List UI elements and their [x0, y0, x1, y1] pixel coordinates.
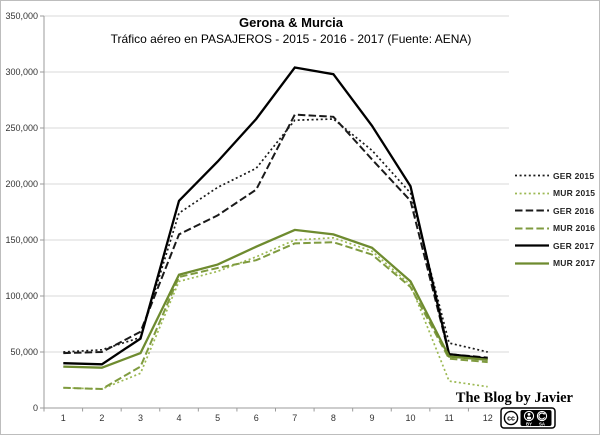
x-tick-label: 4: [177, 413, 182, 423]
by-icon: BY: [523, 410, 535, 426]
cc-license-badge[interactable]: cc BY SA: [500, 407, 556, 429]
sa-icon: SA: [536, 410, 548, 426]
legend-swatch-mur-2015: [515, 192, 549, 195]
y-tick-label: 300,000: [5, 67, 38, 77]
series-line-mur-2016: [63, 241, 488, 391]
legend-label: MUR 2017: [553, 258, 596, 269]
gridlines-group: [40, 15, 509, 409]
svg-text:BY: BY: [526, 421, 532, 426]
y-tick-label: 100,000: [5, 291, 38, 301]
svg-text:cc: cc: [507, 415, 515, 422]
legend-swatch-ger-2017: [515, 244, 549, 247]
y-axis-labels: 0 50,000 100,000 150,000 200,000 250,000 300,0…: [5, 11, 38, 413]
legend-swatch-mur-2017: [515, 262, 549, 265]
blog-credit-text: The Blog by Javier: [455, 390, 573, 406]
series-line-ger-2016: [63, 113, 488, 359]
x-tick-label: 6: [254, 413, 259, 423]
legend-label: GER 2015: [553, 170, 595, 181]
x-tick-label: 11: [444, 413, 453, 423]
legend-item-mur-2016: MUR 2016: [515, 220, 599, 238]
legend-item-ger-2016: GER 2016: [515, 202, 599, 220]
legend-item-mur-2017: MUR 2017: [515, 255, 599, 273]
y-tick-label: 150,000: [5, 235, 38, 245]
series-line-ger-2017: [63, 66, 488, 366]
legend-swatch-ger-2016: [515, 209, 549, 212]
legend-item-ger-2017: GER 2017: [515, 237, 599, 255]
chart-legend: GER 2015 MUR 2015 GER 2016 MUR 2016 GER 2017…: [515, 167, 599, 273]
x-tick-label: 2: [99, 413, 104, 423]
legend-item-mur-2015: MUR 2015: [515, 185, 599, 203]
x-tick-label: 5: [215, 413, 220, 423]
legend-swatch-mur-2016: [515, 227, 549, 230]
cc-icon: cc: [503, 410, 519, 426]
x-axis-labels: 1 2 3 4 5 6 7 8 9 10 11 12: [61, 413, 493, 423]
y-tick-label: 350,000: [5, 11, 38, 21]
y-tick-label: 50,000: [10, 347, 38, 357]
legend-label: MUR 2016: [553, 223, 596, 234]
axes-group: [43, 16, 508, 412]
x-tick-label: 8: [331, 413, 336, 423]
x-tick-label: 9: [369, 413, 374, 423]
chart-subtitle: Tráfico aéreo en PASAJEROS - 2015 - 2016…: [110, 32, 472, 46]
legend-swatch-ger-2015: [515, 174, 549, 177]
series-line-mur-2017: [63, 228, 488, 369]
x-tick-label: 7: [292, 413, 297, 423]
x-tick-label: 12: [483, 413, 493, 423]
series-line-mur-2015: [63, 236, 488, 390]
legend-item-ger-2015: GER 2015: [515, 167, 599, 185]
x-tick-label: 1: [61, 413, 66, 423]
y-tick-label: 0: [33, 403, 38, 413]
chart-title: Gerona & Murcia: [238, 15, 344, 30]
legend-label: GER 2016: [553, 205, 595, 216]
y-tick-label: 250,000: [5, 123, 38, 133]
x-tick-label: 10: [406, 413, 416, 423]
y-tick-label: 200,000: [5, 179, 38, 189]
legend-label: GER 2017: [553, 240, 595, 251]
svg-text:SA: SA: [539, 421, 545, 426]
x-tick-label: 3: [138, 413, 143, 423]
legend-label: MUR 2015: [553, 188, 596, 199]
